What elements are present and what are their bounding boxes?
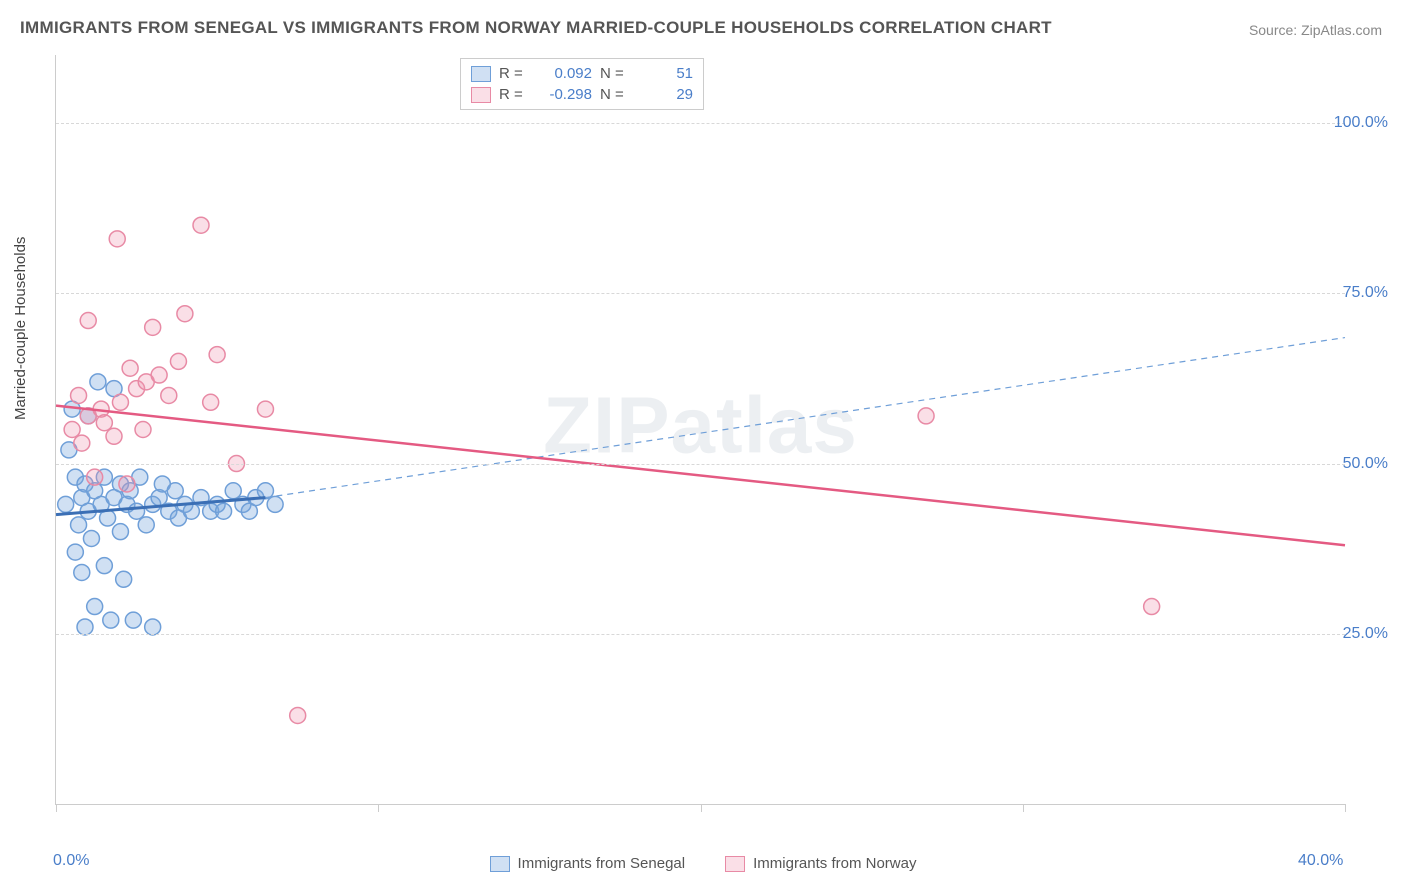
scatter-point <box>1144 599 1160 615</box>
r-label: R = <box>499 65 529 82</box>
scatter-point <box>151 367 167 383</box>
y-tick-label: 75.0% <box>1343 284 1388 302</box>
y-tick-label: 25.0% <box>1343 625 1388 643</box>
swatch-norway <box>471 87 491 103</box>
stats-legend-box: R = 0.092 N = 51 R = -0.298 N = 29 <box>460 58 704 110</box>
scatter-point <box>71 517 87 533</box>
y-axis-label: Married-couple Households <box>12 237 29 420</box>
x-tick <box>56 804 57 812</box>
n-label: N = <box>600 86 630 103</box>
scatter-point <box>83 530 99 546</box>
scatter-point <box>183 503 199 519</box>
x-tick <box>1345 804 1346 812</box>
scatter-point <box>90 374 106 390</box>
scatter-point <box>109 231 125 247</box>
scatter-point <box>167 483 183 499</box>
swatch-senegal <box>490 856 510 872</box>
swatch-senegal <box>471 66 491 82</box>
scatter-point <box>225 483 241 499</box>
scatter-point <box>67 544 83 560</box>
scatter-point <box>87 469 103 485</box>
x-tick <box>378 804 379 812</box>
legend-label-norway: Immigrants from Norway <box>753 855 916 872</box>
scatter-point <box>96 558 112 574</box>
n-label: N = <box>600 65 630 82</box>
gridline-h <box>56 123 1345 124</box>
scatter-point <box>71 387 87 403</box>
r-value-norway: -0.298 <box>537 86 592 103</box>
scatter-point <box>64 422 80 438</box>
x-tick <box>1023 804 1024 812</box>
scatter-point <box>112 394 128 410</box>
scatter-point <box>267 496 283 512</box>
scatter-point <box>125 612 141 628</box>
scatter-point <box>80 313 96 329</box>
stats-row-norway: R = -0.298 N = 29 <box>471 84 693 105</box>
scatter-point <box>209 347 225 363</box>
scatter-point <box>74 564 90 580</box>
scatter-point <box>103 612 119 628</box>
scatter-point <box>119 476 135 492</box>
scatter-point <box>135 422 151 438</box>
swatch-norway <box>725 856 745 872</box>
scatter-point <box>138 517 154 533</box>
n-value-senegal: 51 <box>638 65 693 82</box>
gridline-h <box>56 634 1345 635</box>
scatter-point <box>257 401 273 417</box>
scatter-point <box>145 619 161 635</box>
scatter-point <box>112 524 128 540</box>
scatter-point <box>193 217 209 233</box>
scatter-point <box>177 306 193 322</box>
scatter-point <box>106 428 122 444</box>
scatter-point <box>77 619 93 635</box>
stats-row-senegal: R = 0.092 N = 51 <box>471 63 693 84</box>
plot-area: ZIPatlas <box>55 55 1345 805</box>
source-label: Source: ZipAtlas.com <box>1249 22 1382 38</box>
scatter-point <box>74 435 90 451</box>
chart-container: IMMIGRANTS FROM SENEGAL VS IMMIGRANTS FR… <box>0 0 1406 892</box>
x-tick-min: 0.0% <box>53 852 89 870</box>
scatter-point <box>918 408 934 424</box>
legend-item-norway: Immigrants from Norway <box>725 855 916 872</box>
gridline-h <box>56 464 1345 465</box>
y-tick-label: 50.0% <box>1343 455 1388 473</box>
scatter-point <box>58 496 74 512</box>
scatter-point <box>170 353 186 369</box>
trend-line <box>56 406 1345 546</box>
gridline-h <box>56 293 1345 294</box>
legend-item-senegal: Immigrants from Senegal <box>490 855 686 872</box>
trend-line-dashed <box>265 338 1345 498</box>
x-tick <box>701 804 702 812</box>
r-value-senegal: 0.092 <box>537 65 592 82</box>
scatter-point <box>87 599 103 615</box>
scatter-point <box>290 707 306 723</box>
y-tick-label: 100.0% <box>1334 114 1388 132</box>
scatter-point <box>122 360 138 376</box>
scatter-point <box>129 503 145 519</box>
scatter-point <box>161 387 177 403</box>
scatter-point <box>145 319 161 335</box>
bottom-legend: Immigrants from Senegal Immigrants from … <box>0 855 1406 872</box>
scatter-point <box>96 415 112 431</box>
chart-title: IMMIGRANTS FROM SENEGAL VS IMMIGRANTS FR… <box>20 18 1052 38</box>
x-tick-max: 40.0% <box>1298 852 1343 870</box>
plot-svg <box>56 55 1345 804</box>
scatter-point <box>203 394 219 410</box>
legend-label-senegal: Immigrants from Senegal <box>518 855 686 872</box>
scatter-point <box>216 503 232 519</box>
r-label: R = <box>499 86 529 103</box>
n-value-norway: 29 <box>638 86 693 103</box>
scatter-point <box>100 510 116 526</box>
scatter-point <box>116 571 132 587</box>
